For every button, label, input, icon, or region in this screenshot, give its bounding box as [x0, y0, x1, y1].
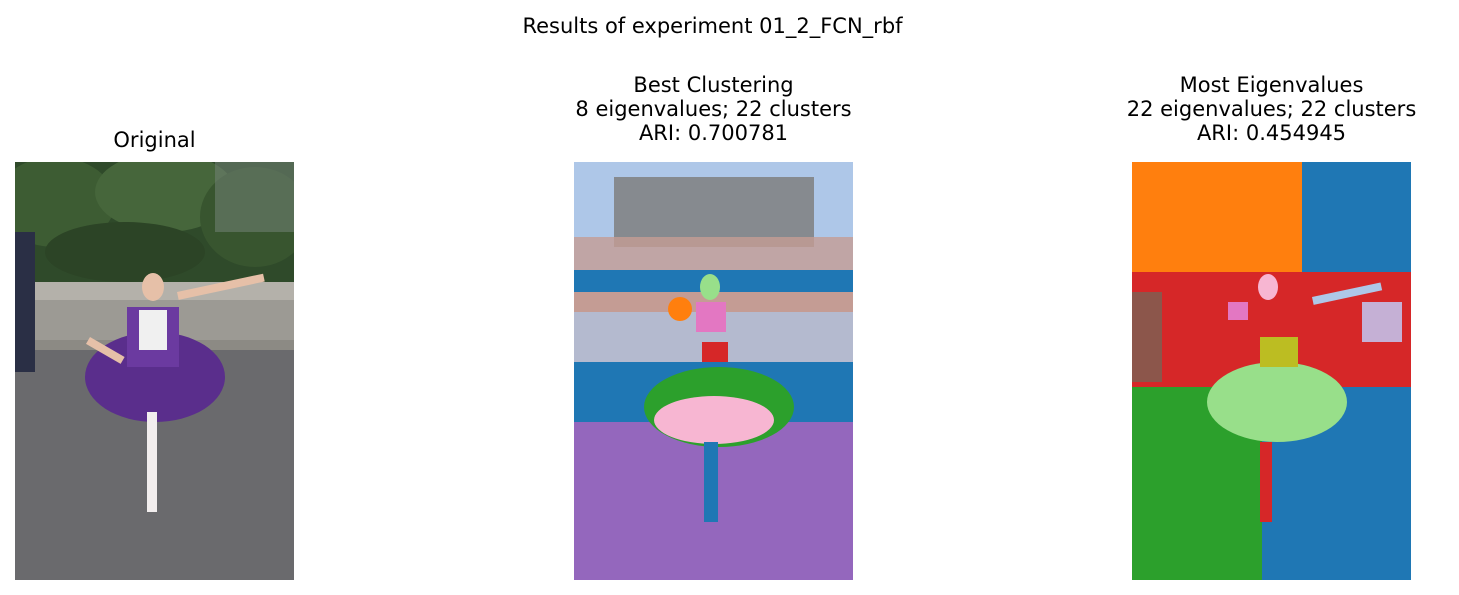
best-clustering-ari-line: ARI: 0.700781	[638, 121, 789, 145]
original-panel-title: Original	[15, 128, 294, 152]
best-clustering-image	[574, 162, 853, 580]
original-title-line: Original	[113, 128, 196, 152]
original-image	[15, 162, 294, 580]
most-eigenvalues-eigen-line: 22 eigenvalues; 22 clusters	[1126, 97, 1417, 121]
best-clustering-panel-title: Best Clustering 8 eigenvalues; 22 cluste…	[474, 73, 953, 145]
most-eigenvalues-image	[1132, 162, 1411, 580]
best-clustering-title-line: Best Clustering	[633, 73, 794, 97]
best-clustering-eigen-line: 8 eigenvalues; 22 clusters	[575, 97, 852, 121]
figure-title: Results of experiment 01_2_FCN_rbf	[522, 14, 903, 38]
most-eigenvalues-ari-line: ARI: 0.454945	[1196, 121, 1347, 145]
most-eigenvalues-title-line: Most Eigenvalues	[1179, 73, 1364, 97]
most-eigenvalues-panel-title: Most Eigenvalues 22 eigenvalues; 22 clus…	[1032, 73, 1459, 145]
